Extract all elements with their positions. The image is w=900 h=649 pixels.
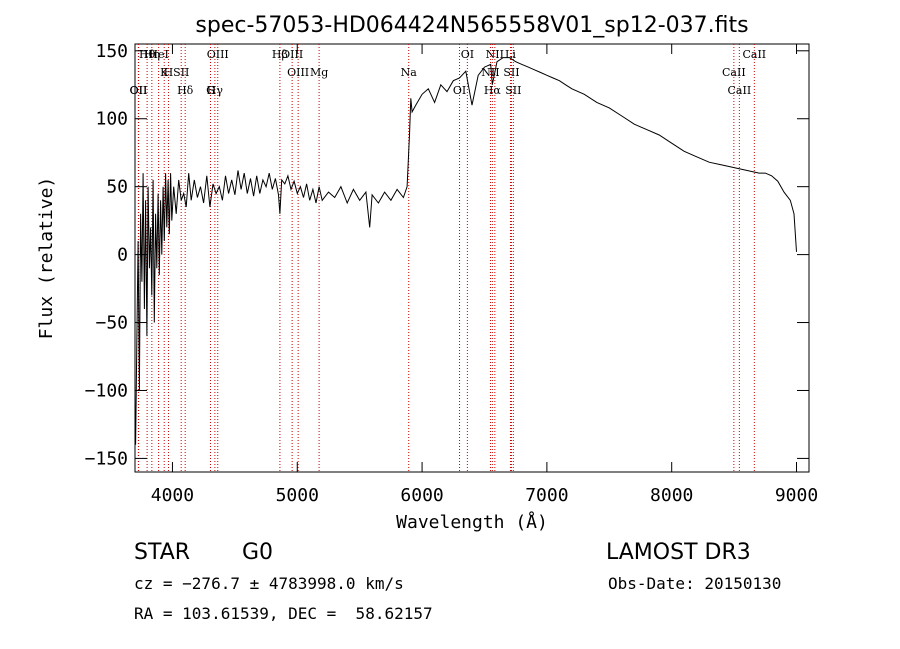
flux-series-line [135,57,797,445]
line-marker-label: OIII [287,66,309,79]
line-marker-label: Hγ [207,84,224,97]
line-marker-label: G [206,84,215,97]
line-marker-label: SII [503,66,519,79]
line-marker-label: HeI [148,48,168,61]
line-marker-label: OII [130,84,148,97]
y-tick-label: −150 [85,448,128,469]
y-tick-label: 150 [95,41,128,62]
line-marker-label: SII [173,66,189,79]
object-class-label: STAR [134,540,191,565]
line-marker-label: Na [401,66,418,79]
line-marker-label: Hδ [177,84,194,97]
y-tick-label: 0 [117,245,128,266]
line-marker-label: CaII [722,66,746,79]
line-marker-label: SII [505,84,521,97]
line-marker-label: Hη [144,48,160,61]
observation-date: Obs-Date: 20150130 [608,574,782,593]
line-marker-label: Mg [310,66,328,79]
y-tick-label: 50 [106,177,128,198]
line-marker-label: NII [486,48,504,61]
line-marker-label: Hβ [272,48,288,61]
redshift-text: cz = −276.7 ± 4783998.0 km/s [134,574,404,593]
x-tick-label: 6000 [400,485,443,506]
plot-frame [134,43,810,473]
spectral-line-labels: HθKHδOIIIOIIIOIIHeISIIHγOIIINaOIIHηHGHβM… [130,48,767,97]
line-marker-label: K [160,66,169,79]
line-marker-label: OI [461,48,474,61]
line-marker-label: H [164,66,174,79]
coordinates-text: RA = 103.61539, DEC = 58.62157 [134,604,433,623]
spectral-line-markers [137,44,755,472]
x-tick-label: 4000 [151,485,194,506]
line-marker-label: CaII [742,48,766,61]
line-marker-label: OII [130,84,148,97]
line-marker-label: CaII [728,84,752,97]
y-axis-label: Flux (relative) [36,177,57,340]
x-tick-label: 8000 [650,485,693,506]
object-subclass: G0 [242,540,274,565]
line-marker-label: Hα [484,84,502,97]
line-marker-label: OI [453,84,466,97]
survey-name: LAMOST DR3 [606,540,751,565]
chart-title: spec-57053-HD064424N565558V01_sp12-037.f… [195,13,748,38]
axis-ticks: 4000 5000 6000 7000 8000 9000 −150 −100 −50 0 50 10… [85,41,819,506]
line-marker-label: Li [505,48,516,61]
line-marker-label: OIII [207,48,229,61]
y-tick-label: −50 [95,313,128,334]
x-tick-label: 9000 [775,485,818,506]
x-axis-label: Wavelength (Å) [396,511,548,533]
x-tick-label: 7000 [525,485,568,506]
y-tick-label: 100 [95,109,128,130]
y-tick-label: −100 [85,380,128,401]
x-tick-label: 5000 [276,485,319,506]
